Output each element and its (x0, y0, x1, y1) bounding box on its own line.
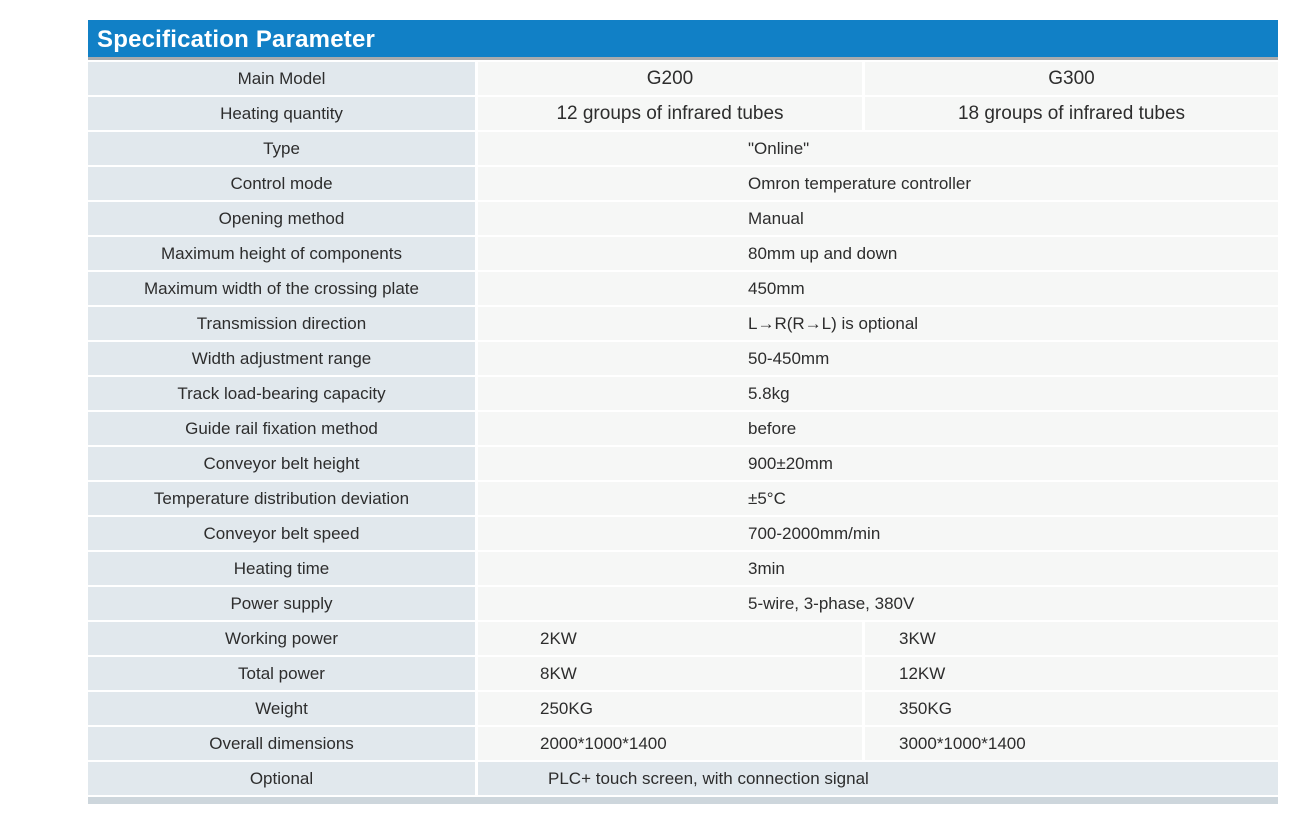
table-title-bar: Specification Parameter (88, 20, 1278, 60)
table-row: Maximum width of the crossing plate 450m… (88, 272, 1278, 305)
shared-value: 450mm (478, 272, 1278, 305)
shared-value: 900±20mm (478, 447, 1278, 480)
row-label: Heating time (88, 552, 475, 585)
shared-value: before (478, 412, 1278, 445)
table-row: Heating quantity 12 groups of infrared t… (88, 97, 1278, 130)
shared-value: ±5°C (478, 482, 1278, 515)
table-row: Weight 250KG 350KG (88, 692, 1278, 725)
table-row: Guide rail fixation method before (88, 412, 1278, 445)
g200-value: 12 groups of infrared tubes (478, 97, 862, 130)
shared-value: Omron temperature controller (478, 167, 1278, 200)
table-row: Total power 8KW 12KW (88, 657, 1278, 690)
row-label: Main Model (88, 62, 475, 95)
g300-value: 18 groups of infrared tubes (865, 97, 1278, 130)
table-row: Conveyor belt speed 700-2000mm/min (88, 517, 1278, 550)
table-rows: Main Model G200 G300 Heating quantity 12… (88, 62, 1278, 795)
g200-value: 2KW (478, 622, 862, 655)
row-label: Heating quantity (88, 97, 475, 130)
row-label: Power supply (88, 587, 475, 620)
table-row: Power supply 5-wire, 3-phase, 380V (88, 587, 1278, 620)
table-row: Control mode Omron temperature controlle… (88, 167, 1278, 200)
table-row: Track load-bearing capacity 5.8kg (88, 377, 1278, 410)
table-row: Heating time 3min (88, 552, 1278, 585)
table-row: Main Model G200 G300 (88, 62, 1278, 95)
row-label: Transmission direction (88, 307, 475, 340)
table-row: Width adjustment range 50-450mm (88, 342, 1278, 375)
shared-value: 50-450mm (478, 342, 1278, 375)
page-title: Specification Parameter (97, 26, 376, 53)
table-row: Temperature distribution deviation ±5°C (88, 482, 1278, 515)
g300-value: 12KW (865, 657, 1278, 690)
table-row: Working power 2KW 3KW (88, 622, 1278, 655)
g200-value: 250KG (478, 692, 862, 725)
g300-value: 3KW (865, 622, 1278, 655)
row-label: Working power (88, 622, 475, 655)
g200-value: 2000*1000*1400 (478, 727, 862, 760)
row-label: Track load-bearing capacity (88, 377, 475, 410)
shared-value: 3min (478, 552, 1278, 585)
g300-value: 3000*1000*1400 (865, 727, 1278, 760)
table-row: Overall dimensions 2000*1000*1400 3000*1… (88, 727, 1278, 760)
table-row: Type "Online" (88, 132, 1278, 165)
table-row: Conveyor belt height 900±20mm (88, 447, 1278, 480)
row-label: Type (88, 132, 475, 165)
row-label: Conveyor belt speed (88, 517, 475, 550)
table-row: Transmission direction L→R(R→L) is optio… (88, 307, 1278, 340)
shared-value: Manual (478, 202, 1278, 235)
table-row: Opening method Manual (88, 202, 1278, 235)
row-label: Maximum height of components (88, 237, 475, 270)
g300-value: G300 (865, 62, 1278, 95)
table-row: Optional PLC+ touch screen, with connect… (88, 762, 1278, 795)
row-label: Temperature distribution deviation (88, 482, 475, 515)
shared-value: 5.8kg (478, 377, 1278, 410)
shared-value: L→R(R→L) is optional (478, 307, 1278, 340)
shared-value: PLC+ touch screen, with connection signa… (478, 762, 1278, 795)
g300-value: 350KG (865, 692, 1278, 725)
row-label: Optional (88, 762, 475, 795)
shared-value: 5-wire, 3-phase, 380V (478, 587, 1278, 620)
spec-table: Specification Parameter Main Model G200 … (88, 20, 1278, 804)
row-label: Control mode (88, 167, 475, 200)
row-label: Maximum width of the crossing plate (88, 272, 475, 305)
row-label: Guide rail fixation method (88, 412, 475, 445)
row-label: Conveyor belt height (88, 447, 475, 480)
shared-value: "Online" (478, 132, 1278, 165)
row-label: Opening method (88, 202, 475, 235)
table-row: Maximum height of components 80mm up and… (88, 237, 1278, 270)
g200-value: 8KW (478, 657, 862, 690)
g200-value: G200 (478, 62, 862, 95)
shared-value: 80mm up and down (478, 237, 1278, 270)
shared-value: 700-2000mm/min (478, 517, 1278, 550)
row-label: Overall dimensions (88, 727, 475, 760)
row-label: Width adjustment range (88, 342, 475, 375)
row-label: Weight (88, 692, 475, 725)
row-label: Total power (88, 657, 475, 690)
table-bottom-shadow (88, 797, 1278, 804)
